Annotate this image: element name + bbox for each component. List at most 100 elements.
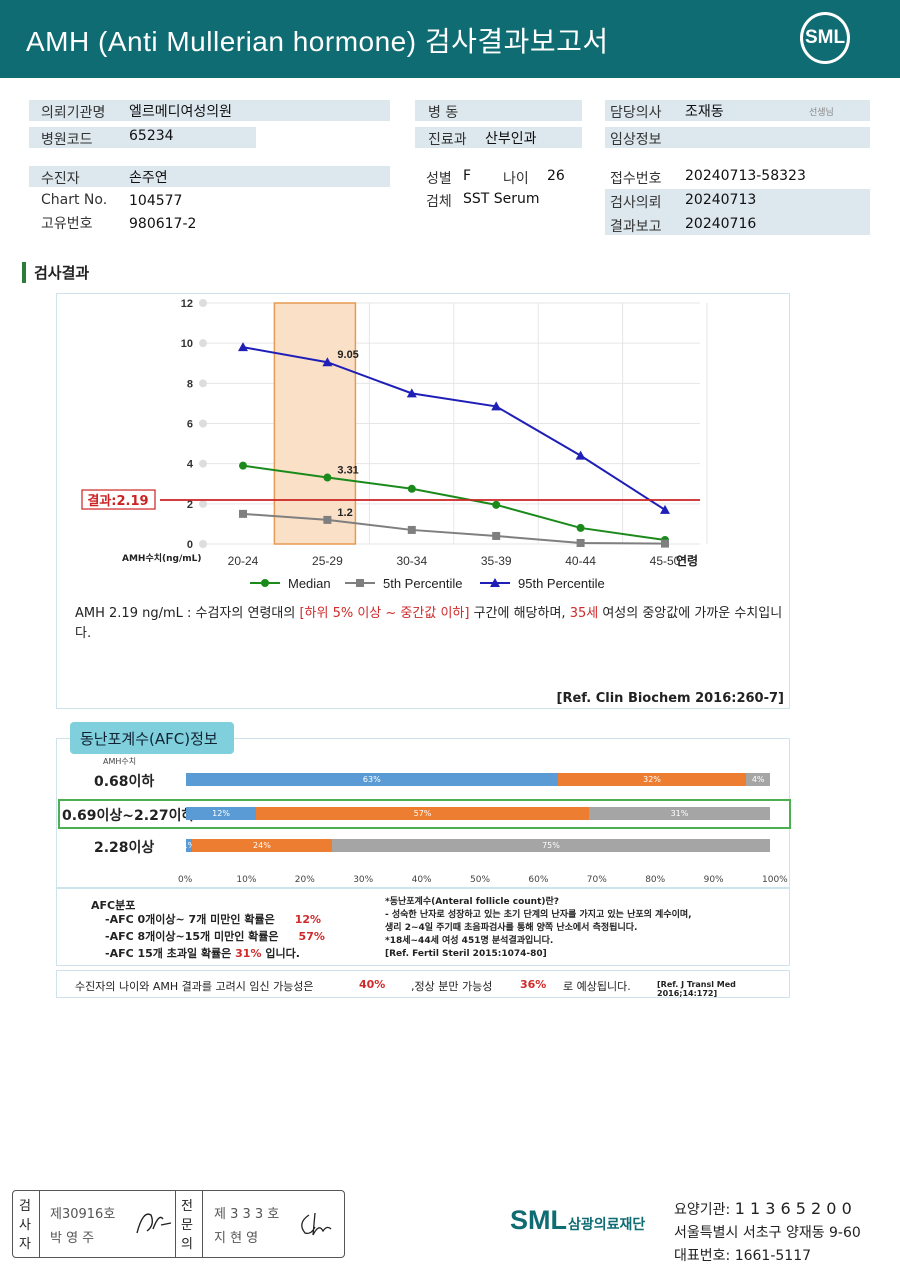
prob-text-1: 수진자의 나이와 AMH 결과를 고려시 임신 가능성은	[75, 980, 314, 993]
ward-row	[415, 100, 582, 121]
median-point	[492, 500, 501, 509]
y-tick-label: 4	[187, 459, 194, 471]
dept-label: 진료과	[428, 132, 467, 148]
request-label: 검사의뢰	[610, 195, 662, 211]
footer-org-name: 삼광의료재단	[568, 1217, 646, 1233]
dept-value: 산부인과	[485, 131, 537, 147]
afc-tick-label: 90%	[703, 875, 724, 885]
footer-code-line: 요양기관: 1 1 3 6 5 2 0 0	[674, 1199, 852, 1219]
afc-dist-3-tail: 입니다.	[261, 947, 300, 960]
prob-delivery-value: 36%	[520, 978, 547, 991]
pregnancy-probability: 수진자의 나이와 AMH 결과를 고려시 임신 가능성은 40% ,정상 분만 …	[56, 970, 790, 998]
afc-segment: 31%	[588, 807, 770, 820]
afc-segment: 4%	[746, 773, 770, 786]
report-value: 20240716	[685, 216, 757, 232]
x-tick-label: 45-50	[650, 554, 681, 568]
afc-segment: 75%	[331, 839, 770, 852]
p5-point	[492, 531, 501, 540]
institution-value: 엘르메디여성의원	[129, 104, 233, 120]
age-value: 26	[547, 168, 565, 184]
afc-dist-title: AFC분포	[91, 899, 136, 912]
afc-axis-title: AMH수치	[103, 757, 137, 766]
report-header: AMH (Anti Mullerian hormone) 검사결과보고서 SML	[0, 0, 900, 78]
afc-tick-label: 40%	[411, 875, 432, 885]
afc-dist-2-text: -AFC 8개이상~15개 미만인 확률은	[105, 930, 279, 943]
request-value: 20240713	[685, 192, 757, 208]
data-label: 9.05	[337, 349, 358, 361]
afc-tab: 동난포계수(AFC)정보	[70, 722, 234, 754]
doctor-label: 담당의사	[610, 105, 662, 121]
afc-distribution: AFC분포 -AFC 0개이상~ 7개 미만인 확률은 12% -AFC 8개이상…	[56, 888, 790, 966]
y-tick-dot	[199, 339, 207, 348]
data-label: 1.2	[337, 507, 352, 519]
doctor-value: 조재동	[685, 104, 724, 120]
afc-tick-label: 10%	[236, 875, 257, 885]
afc-tick-label: 30%	[353, 875, 374, 885]
p95-point	[406, 388, 417, 398]
legend-marker	[261, 579, 269, 587]
sml-logo-text: SML	[805, 27, 846, 48]
prob-text-3: 로 예상됩니다.	[563, 980, 631, 993]
legend-marker	[356, 579, 364, 587]
afc-tick-label: 0%	[178, 875, 193, 885]
footer-address: 서울특별시 서초구 양재동 9-60	[674, 1225, 861, 1241]
sml-logo: SML	[800, 12, 850, 64]
sig-divider-3	[202, 1191, 203, 1257]
dept-row	[415, 127, 582, 148]
afc-segment: 57%	[256, 807, 589, 820]
series-line-1	[242, 512, 666, 545]
ward-label: 병 동	[428, 105, 459, 121]
chart-reference: [Ref. Clin Biochem 2016:260-7]	[556, 691, 784, 706]
desc-part-5: 여성의 중앙값에 가까운 수치입니다.	[75, 606, 783, 641]
specialist-number: 제 3 3 3 호	[214, 1207, 280, 1222]
sig-r3: 의	[181, 1237, 193, 1252]
footer-phone: 1661-5117	[734, 1248, 812, 1264]
afc-tick-label: 70%	[586, 875, 607, 885]
hospital-code-label: 병원코드	[41, 132, 93, 148]
footer-logo-text: SML	[510, 1205, 567, 1235]
y-tick-label: 8	[187, 378, 193, 390]
p5-point	[576, 538, 585, 547]
y-tick-label: 0	[187, 539, 193, 551]
sig-l3: 자	[19, 1237, 31, 1252]
afc-dist-1-text: -AFC 0개이상~ 7개 미만인 확률은	[105, 913, 275, 926]
y-tick-dot	[199, 299, 207, 307]
doctor-suffix: 선생님	[809, 108, 834, 118]
specialist-signature-icon	[301, 1212, 332, 1236]
sex-value: F	[463, 168, 472, 184]
institution-label: 의뢰기관명	[41, 105, 106, 121]
y-tick-dot	[199, 540, 207, 548]
dates-row	[605, 189, 870, 235]
p5-point	[661, 539, 669, 548]
afc-row-label: 2.28이상	[94, 840, 155, 856]
specialist-name: 지 현 영	[214, 1231, 259, 1246]
receipt-label: 접수번호	[610, 171, 662, 187]
afc-note-2: - 성숙한 난자로 성장하고 있는 초기 단계의 난자를 가지고 있는 난포의 …	[385, 910, 692, 920]
report-label: 결과보고	[610, 219, 662, 235]
series-line-2	[242, 346, 666, 511]
afc-segment: 12%	[186, 807, 257, 820]
examiner-number: 제30916호	[50, 1207, 116, 1222]
afc-dist-2: -AFC 8개이상~15개 미만인 확률은 57%	[105, 928, 325, 944]
y-tick-dot	[199, 459, 207, 468]
p5-point	[407, 525, 416, 534]
desc-part-1: AMH 2.19 ng/mL : 수검자의 연령대의	[75, 606, 300, 621]
prob-pregnancy-value: 40%	[359, 978, 386, 991]
examiner-name: 박 영 주	[50, 1231, 95, 1246]
report-title: AMH (Anti Mullerian hormone) 검사결과보고서	[26, 26, 609, 57]
footer-code-label: 요양기관:	[674, 1202, 731, 1218]
x-axis-label: 연령	[676, 553, 698, 568]
x-tick-label: 25-29	[312, 554, 343, 568]
median-point	[407, 484, 416, 493]
afc-note-3: 생리 2~4일 주기때 초음파검사를 통해 양쪽 난소에서 측정됩니다.	[385, 923, 638, 933]
p5-point	[323, 515, 332, 524]
p95-point	[322, 357, 333, 367]
prob-reference: [Ref. J Transl Med 2016;14:172]	[657, 980, 736, 998]
footer-phone-label: 대표번호:	[674, 1248, 731, 1264]
hospital-code-row	[29, 127, 256, 148]
result-label-box	[81, 489, 156, 510]
afc-tick-label: 80%	[645, 875, 666, 885]
